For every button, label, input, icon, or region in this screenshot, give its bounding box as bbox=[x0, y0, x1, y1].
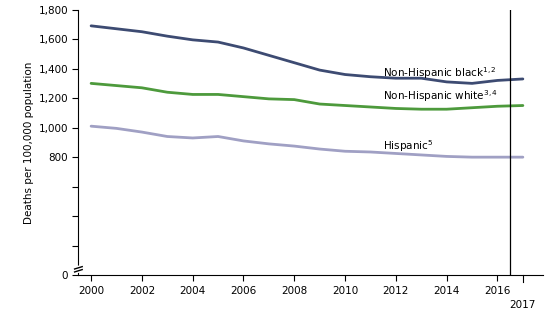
Text: Non-Hispanic black$^{1,2}$: Non-Hispanic black$^{1,2}$ bbox=[383, 65, 497, 81]
Text: Hispanic$^{5}$: Hispanic$^{5}$ bbox=[383, 138, 433, 154]
Text: Non-Hispanic white$^{3,4}$: Non-Hispanic white$^{3,4}$ bbox=[383, 88, 498, 104]
Text: 2017: 2017 bbox=[510, 300, 536, 310]
Y-axis label: Deaths per 100,000 population: Deaths per 100,000 population bbox=[24, 61, 34, 224]
